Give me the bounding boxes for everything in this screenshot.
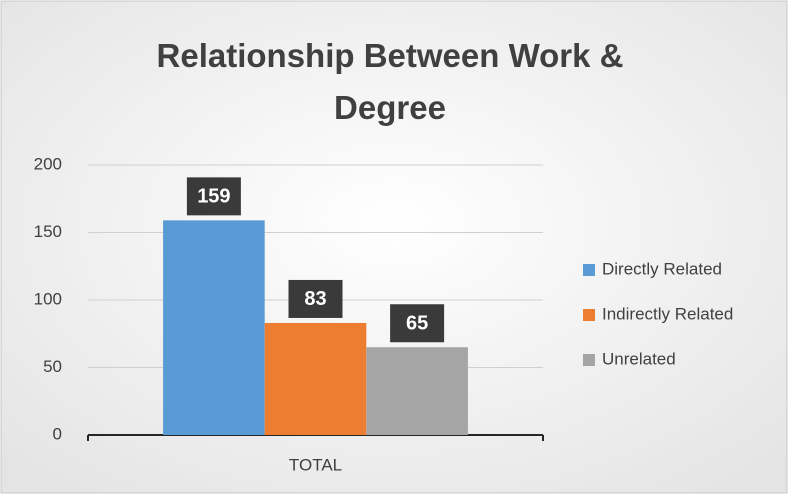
y-tick-label: 0 bbox=[53, 424, 62, 443]
chart-title: Relationship Between Work & Degree bbox=[156, 37, 624, 126]
bar bbox=[163, 220, 265, 435]
bar bbox=[264, 322, 367, 435]
data-label-box bbox=[390, 304, 445, 343]
legend-swatch bbox=[583, 309, 595, 321]
data-label: 65 bbox=[406, 313, 428, 335]
data-label: 159 bbox=[197, 186, 230, 208]
data-label-box bbox=[186, 177, 241, 216]
legend-label: Indirectly Related bbox=[602, 304, 733, 323]
legend-swatch bbox=[583, 354, 595, 366]
legend-label: Directly Related bbox=[602, 259, 722, 278]
x-tick-label: TOTAL bbox=[289, 455, 342, 474]
y-tick-label: 100 bbox=[34, 289, 62, 308]
y-tick-label: 200 bbox=[34, 154, 62, 173]
data-label: 83 bbox=[304, 288, 326, 310]
legend-swatch bbox=[583, 264, 595, 276]
y-tick-label: 150 bbox=[34, 222, 62, 241]
y-tick-label: 50 bbox=[43, 357, 62, 376]
legend-label: Unrelated bbox=[602, 349, 676, 368]
bar bbox=[366, 347, 468, 435]
data-label-box bbox=[288, 279, 343, 318]
